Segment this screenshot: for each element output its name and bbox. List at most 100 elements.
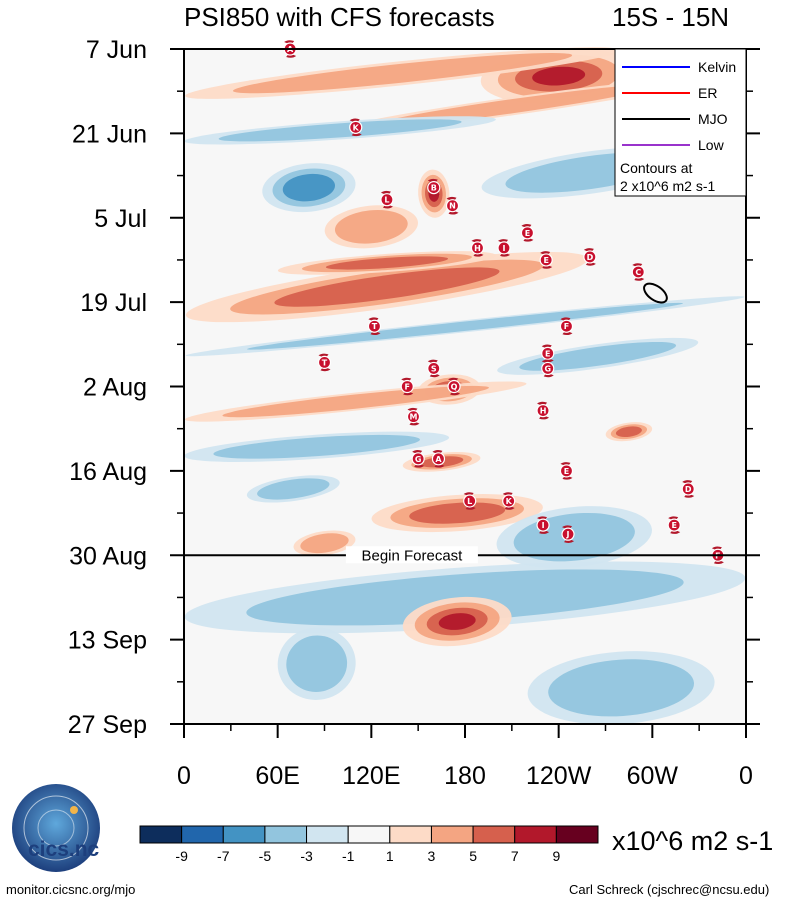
colorbar-swatch [306,825,349,844]
storm-body [539,253,553,267]
anomaly-contour [438,613,476,630]
y-tick-label: 16 Aug [69,458,147,486]
storm-marker: G [541,359,555,378]
storm-letter: K [353,123,360,132]
colorbar-swatch [472,825,516,844]
storm-body [349,120,363,134]
storm-marker: F [400,377,414,396]
storm-body [631,265,645,279]
storm-marker: E [559,462,574,480]
storm-marker: T [367,317,382,336]
legend-label: Kelvin [698,59,736,75]
colorbar-label: 9 [552,848,560,864]
colorbar-units: x10^6 m2 s-1 [612,826,774,856]
storm-marker: N [445,196,460,215]
storm-marker: K [349,118,363,137]
storm-body [400,379,414,394]
colorbar-swatch [347,825,391,844]
storm-marker: T [317,353,332,372]
mjo-contour [643,282,668,304]
storm-marker: E [667,516,681,534]
anomaly-band [324,205,418,249]
storm-letter: K [506,497,513,506]
colorbar-label: -7 [217,848,230,864]
x-tick-label: 120E [342,762,400,790]
anomaly-band [184,431,450,462]
storm-body [583,250,597,264]
storm-letter: G [415,455,422,464]
anomaly-contour [615,426,642,438]
storm-letter: A [435,455,442,464]
legend-note-line2: 2 x10^6 m2 s-1 [620,178,715,194]
storm-marker: K [502,492,516,510]
storm-body [497,241,511,255]
chart-region: 15S - 15N [612,2,730,32]
storm-body [431,452,446,466]
legend-label: ER [698,85,717,101]
legend-label: MJO [698,111,728,127]
colorbar-label: -3 [300,848,313,864]
storm-body [559,319,574,333]
storm-letter: E [671,521,676,530]
storm-letter: F [564,322,569,331]
y-tick-label: 13 Sep [68,627,147,655]
storm-marker: D [681,480,695,498]
storm-marker: H [470,239,485,257]
colorbar-swatch [222,825,266,844]
storm-marker: L [463,492,477,510]
storm-letter: F [405,383,410,392]
storm-body [380,193,394,207]
colorbar-label: 5 [469,848,477,864]
anomaly-contour [233,52,573,94]
storm-marker: E [520,224,535,242]
colorbar-swatch [514,825,557,844]
colorbar-label: 3 [428,848,436,864]
colorbar-swatch [430,825,474,844]
storm-marker: F [559,317,574,336]
anomaly-contour [325,256,448,270]
anomaly-contour [247,302,683,350]
y-axis: 7 Jun 21 Jun 5 Jul 19 Jul 2 Aug 16 Aug 30 Aug 1… [68,36,760,739]
storm-letter: I [542,521,545,530]
footer-url: monitor.cicsnc.org/mjo [6,882,136,897]
storm-marker: G [411,450,425,468]
anomaly-band [185,47,620,99]
anomaly-band [527,651,715,725]
cics-logo [10,782,102,874]
colorbar-swatch [181,825,224,844]
storm-letter: J [566,530,570,539]
x-tick-label: 120W [526,762,592,790]
storm-body [536,518,550,532]
y-tick-label: 30 Aug [69,542,147,570]
x-axis: 0 60E 120E 180 120W 60W 0 [177,724,753,790]
anomaly-band [184,381,527,422]
x-tick-label: 60W [627,762,679,790]
storm-letter: D [587,253,594,262]
x-tick-label: 180 [444,762,486,790]
colorbar-label: 1 [386,848,394,864]
storm-body [502,494,516,508]
anomaly-band [293,530,356,556]
anomaly-band [246,475,340,503]
legend-note-line1: Contours at [620,160,692,176]
storm-letter: T [322,358,328,367]
anomaly-band [262,163,356,213]
legend-label: Low [698,137,725,153]
storm-body [427,361,441,376]
anomaly-band [371,494,543,533]
forecast-label-background [345,546,478,564]
storm-marker: Q [447,377,461,396]
anomaly-band [184,116,496,145]
colorbar-swatch [555,825,599,844]
anomaly-contour [218,119,462,142]
anomaly-contour [286,635,348,692]
storm-body [367,319,382,333]
y-tick-label: 5 Jul [94,205,147,233]
storm-marker: A [431,450,446,468]
storm-body [427,181,441,195]
colorbar-label: -1 [342,848,355,864]
storm-letter: S [431,364,437,373]
storm-letter: T [372,322,378,331]
storm-marker: M [406,407,421,426]
storm-body [470,241,485,255]
